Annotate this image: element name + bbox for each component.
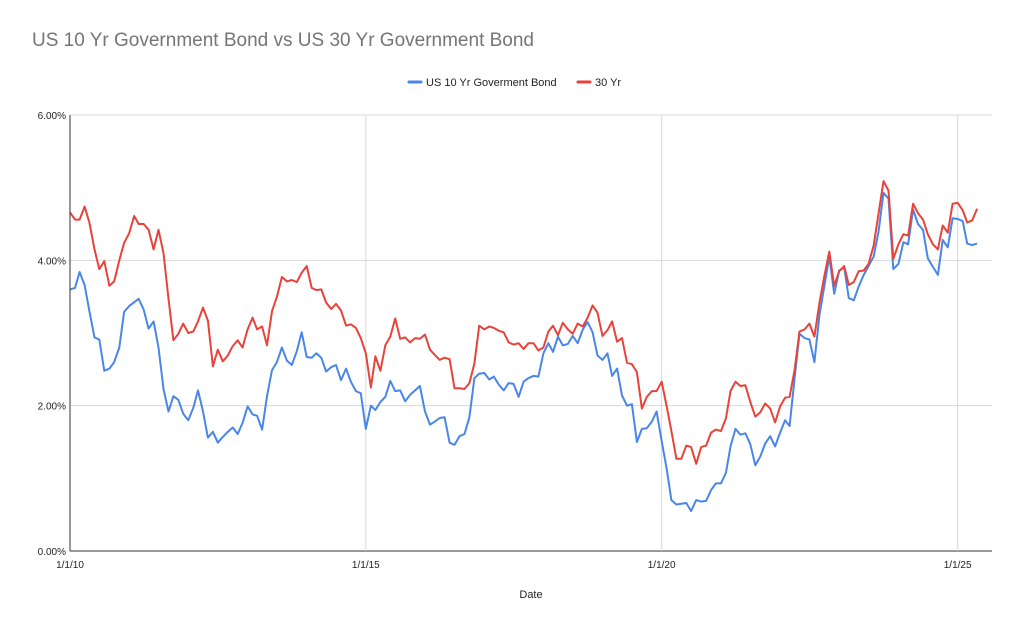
legend-label: US 10 Yr Goverment Bond [426,77,557,89]
y-tick-label: 6.00% [38,111,66,122]
y-tick-label: 2.00% [38,402,66,413]
x-tick-label: 1/1/15 [352,560,380,571]
legend: US 10 Yr Goverment Bond 30 Yr [407,77,621,89]
legend-label: 30 Yr [595,77,621,89]
series-line-1 [69,191,978,512]
chart-title: US 10 Yr Government Bond vs US 30 Yr Gov… [32,30,534,51]
x-tick-label: 1/1/20 [648,560,676,571]
y-tick-label: 4.00% [38,256,66,267]
y-tick-label: 0.00% [38,547,66,558]
series-line-2 [69,180,979,465]
x-tick-label: 1/1/25 [944,560,972,571]
x-axis-title: Date [519,589,542,601]
axes: 0.00% 2.00% 4.00% 6.00% 1/1/10 1/1/15 1/1/20 1/… [38,111,972,571]
x-tick-label: 1/1/10 [56,560,84,571]
series-lines [69,180,979,512]
